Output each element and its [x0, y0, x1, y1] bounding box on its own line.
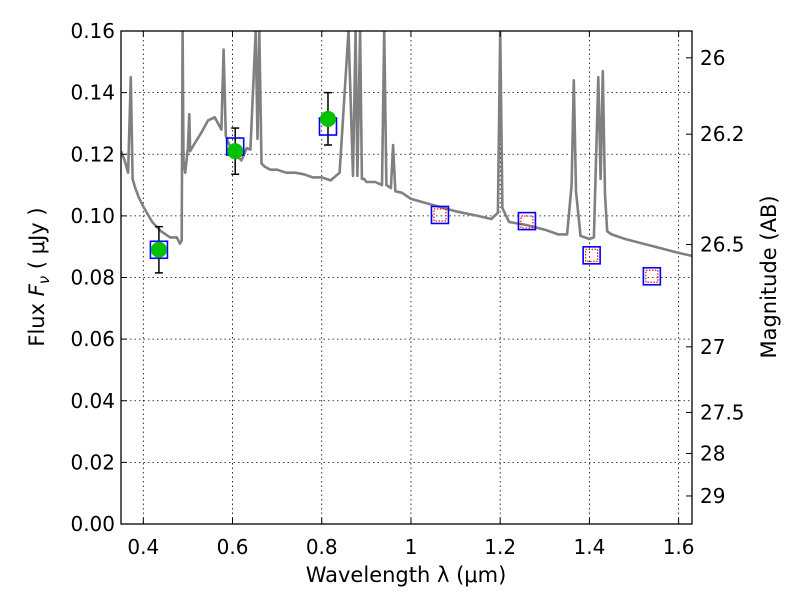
nir-square-marker	[585, 248, 599, 262]
nir-square-marker	[520, 215, 534, 229]
right-tick-label: 28	[700, 441, 725, 465]
tick-labels: 0.4 0.6 0.8 1 1.2 1.4 1.6 0.00 0.02 0.04 0.06 0.08 0…	[70, 19, 744, 559]
spectrum-line	[121, 31, 692, 258]
observed-point-marker	[227, 143, 244, 160]
grid	[121, 30, 692, 525]
x-tick-label: 1.2	[484, 535, 516, 559]
y-tick-label: 0.04	[70, 389, 115, 413]
observed-point-marker	[319, 110, 336, 127]
x-tick-label: 1	[405, 535, 418, 559]
y-axis-title-prefix: Flux	[25, 296, 49, 346]
y-tick-label: 0.10	[70, 204, 115, 228]
x-tick-label: 0.6	[217, 535, 249, 559]
nir-square-marker	[645, 269, 659, 283]
right-tick-label: 27	[700, 335, 725, 359]
model-square-marker	[149, 240, 169, 260]
x-axis-title: Wavelength λ (μm)	[306, 563, 507, 587]
y-tick-label: 0.00	[70, 512, 115, 536]
right-tick-label: 26.2	[700, 122, 745, 146]
y-tick-label: 0.14	[70, 81, 115, 105]
x-tick-label: 0.8	[306, 535, 338, 559]
plot-area	[121, 31, 692, 286]
right-tick-label: 26.5	[700, 233, 745, 257]
observed-point-marker	[150, 241, 167, 258]
right-tick-label: 27.5	[700, 400, 745, 424]
y-axis-title-suffix: ( μJy )	[25, 207, 49, 275]
y-tick-label: 0.08	[70, 266, 115, 290]
model-square-marker	[517, 211, 537, 231]
x-tick-label: 1.6	[663, 535, 695, 559]
x-tick-label: 0.4	[127, 535, 159, 559]
plot-content	[121, 31, 692, 286]
model-square-marker	[642, 266, 662, 286]
right-tick-label: 29	[700, 484, 725, 508]
ticks	[121, 30, 692, 525]
model-square-marker	[430, 205, 450, 225]
y-tick-label: 0.02	[70, 450, 115, 474]
y-axis-title-var: F	[25, 283, 49, 296]
nir-square-marker	[433, 208, 447, 222]
y-axis-title-sub: ν	[35, 276, 53, 284]
y-tick-label: 0.16	[70, 19, 115, 43]
right-tick-label: 26	[700, 46, 725, 70]
y-tick-label: 0.06	[70, 327, 115, 351]
right-axis-title: Magnitude (AB)	[757, 195, 781, 358]
x-tick-label: 1.4	[573, 535, 605, 559]
y-axis-title: Flux Fν ( μJy )	[25, 207, 53, 346]
y-tick-label: 0.12	[70, 142, 115, 166]
model-square-marker	[582, 246, 601, 265]
